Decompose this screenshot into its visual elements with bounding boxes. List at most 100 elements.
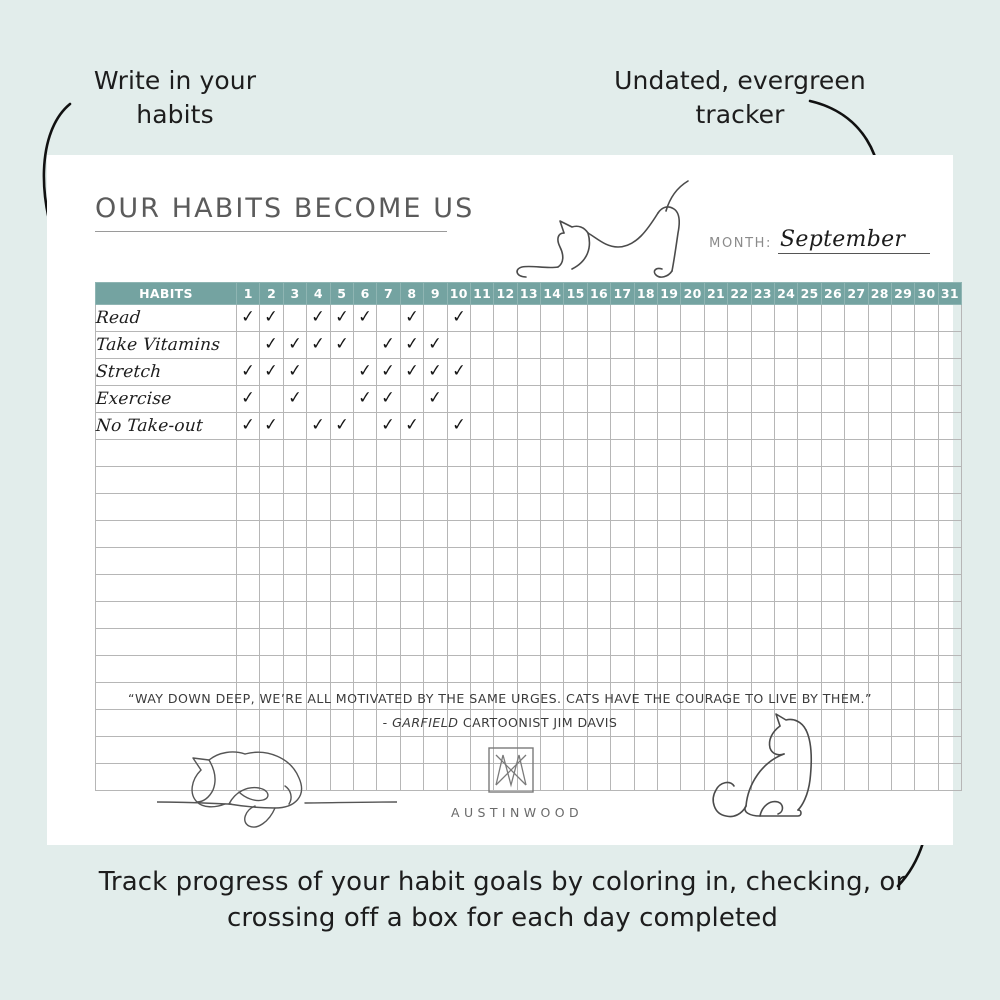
table-row[interactable] xyxy=(95,439,963,467)
table-row[interactable] xyxy=(95,682,963,710)
habit-day-cell[interactable] xyxy=(610,736,635,764)
habit-day-cell[interactable] xyxy=(937,304,963,332)
habit-day-cell[interactable] xyxy=(844,493,869,521)
habit-day-cell[interactable] xyxy=(750,601,775,629)
habit-day-cell[interactable] xyxy=(352,601,378,629)
habit-day-cell[interactable] xyxy=(867,655,892,683)
habit-day-cell[interactable] xyxy=(352,574,378,602)
habit-day-cell[interactable] xyxy=(657,520,682,548)
habit-day-cell[interactable] xyxy=(750,385,775,413)
habit-day-cell[interactable] xyxy=(937,736,963,764)
habit-day-cell[interactable] xyxy=(867,736,892,764)
habit-day-cell[interactable] xyxy=(282,628,308,656)
table-row[interactable]: Exercise ✓ ✓ ✓ ✓ ✓ xyxy=(95,385,963,413)
habit-day-cell[interactable] xyxy=(306,493,331,521)
habit-day-cell[interactable] xyxy=(493,439,518,467)
habit-day-cell[interactable] xyxy=(797,358,822,386)
habit-day-cell[interactable] xyxy=(657,763,682,791)
habit-day-cell[interactable] xyxy=(610,358,635,386)
habit-day-cell[interactable] xyxy=(844,655,869,683)
habit-day-cell[interactable] xyxy=(773,385,799,413)
habit-day-cell[interactable] xyxy=(867,385,892,413)
habit-day-cell[interactable] xyxy=(493,304,518,332)
habit-day-cell[interactable] xyxy=(423,736,448,764)
habit-day-cell[interactable] xyxy=(329,763,354,791)
habit-day-cell[interactable] xyxy=(282,682,308,710)
habit-day-cell[interactable] xyxy=(844,709,869,737)
habit-day-cell[interactable] xyxy=(282,520,308,548)
habit-day-cell[interactable] xyxy=(844,520,869,548)
month-input[interactable]: September xyxy=(778,227,930,254)
habit-day-cell[interactable] xyxy=(773,331,799,359)
habit-day-cell[interactable] xyxy=(423,574,448,602)
habit-day-cell[interactable] xyxy=(282,736,308,764)
habit-day-cell[interactable] xyxy=(540,493,565,521)
habit-tracker-table[interactable]: HABITS 1 2 3 4 5 6 7 8 9 10 11 12 13 14 15 16 17 18 19 20 21… xyxy=(95,282,963,791)
habit-day-cell[interactable] xyxy=(540,439,565,467)
habit-day-cell[interactable] xyxy=(586,358,612,386)
habit-day-cell[interactable] xyxy=(680,601,705,629)
habit-day-cell[interactable] xyxy=(493,331,518,359)
habit-day-cell[interactable] xyxy=(540,709,565,737)
habit-day-cell[interactable] xyxy=(610,655,635,683)
habit-day-cell[interactable] xyxy=(703,682,729,710)
habit-day-cell[interactable] xyxy=(493,655,518,683)
habit-day-cell[interactable] xyxy=(235,628,261,656)
habit-day-cell[interactable] xyxy=(820,547,846,575)
habit-day-cell[interactable] xyxy=(516,547,542,575)
habit-day-cell[interactable]: ✓ xyxy=(352,358,378,386)
habit-day-cell[interactable]: ✓ xyxy=(423,358,448,386)
habit-day-cell[interactable] xyxy=(937,709,963,737)
habit-day-cell[interactable] xyxy=(820,520,846,548)
habit-day-cell[interactable] xyxy=(563,304,588,332)
habit-day-cell[interactable] xyxy=(446,439,471,467)
habit-day-cell[interactable] xyxy=(423,439,448,467)
habit-day-cell[interactable] xyxy=(235,547,261,575)
habit-day-cell[interactable] xyxy=(867,412,892,440)
habit-day-cell[interactable] xyxy=(516,601,542,629)
habit-day-cell[interactable] xyxy=(352,628,378,656)
habit-day-cell[interactable] xyxy=(633,439,659,467)
table-body[interactable]: Read ✓ ✓ ✓ ✓ ✓ ✓ ✓ Take Vitamins ✓ ✓ ✓ ✓ ✓ ✓ ✓ Stretch ✓ ✓… xyxy=(95,304,963,791)
habit-day-cell[interactable] xyxy=(493,358,518,386)
habit-day-cell[interactable] xyxy=(820,574,846,602)
habit-day-cell[interactable] xyxy=(329,466,354,494)
habit-day-cell[interactable] xyxy=(329,439,354,467)
habit-day-cell[interactable] xyxy=(446,466,471,494)
habit-day-cell[interactable] xyxy=(633,547,659,575)
habit-day-cell[interactable] xyxy=(235,763,261,791)
habit-day-cell[interactable]: ✓ xyxy=(376,358,401,386)
habit-day-cell[interactable] xyxy=(376,601,401,629)
habit-day-cell[interactable] xyxy=(563,547,588,575)
habit-day-cell[interactable] xyxy=(633,709,659,737)
habit-day-cell[interactable] xyxy=(750,439,775,467)
habit-day-cell[interactable] xyxy=(890,601,916,629)
habit-day-cell[interactable] xyxy=(633,466,659,494)
habit-day-cell[interactable] xyxy=(423,466,448,494)
habit-day-cell[interactable] xyxy=(469,736,495,764)
habit-day-cell[interactable] xyxy=(540,331,565,359)
habit-day-cell[interactable] xyxy=(890,736,916,764)
habit-day-cell[interactable] xyxy=(727,493,752,521)
habit-day-cell[interactable] xyxy=(914,628,939,656)
habit-day-cell[interactable] xyxy=(727,304,752,332)
habit-day-cell[interactable] xyxy=(586,412,612,440)
habit-day-cell[interactable] xyxy=(890,331,916,359)
habit-day-cell[interactable] xyxy=(235,574,261,602)
habit-day-cell[interactable] xyxy=(750,331,775,359)
habit-day-cell[interactable] xyxy=(306,466,331,494)
habit-day-cell[interactable] xyxy=(493,412,518,440)
habit-day-cell[interactable] xyxy=(867,466,892,494)
habit-day-cell[interactable] xyxy=(867,331,892,359)
habit-day-cell[interactable]: ✓ xyxy=(423,385,448,413)
habit-day-cell[interactable] xyxy=(586,709,612,737)
habit-day-cell[interactable] xyxy=(469,574,495,602)
habit-day-cell[interactable] xyxy=(376,466,401,494)
habit-day-cell[interactable] xyxy=(423,520,448,548)
habit-day-cell[interactable] xyxy=(820,331,846,359)
habit-day-cell[interactable] xyxy=(867,574,892,602)
habit-day-cell[interactable]: ✓ xyxy=(352,304,378,332)
habit-day-cell[interactable] xyxy=(633,628,659,656)
habit-day-cell[interactable] xyxy=(750,628,775,656)
habit-day-cell[interactable] xyxy=(890,520,916,548)
